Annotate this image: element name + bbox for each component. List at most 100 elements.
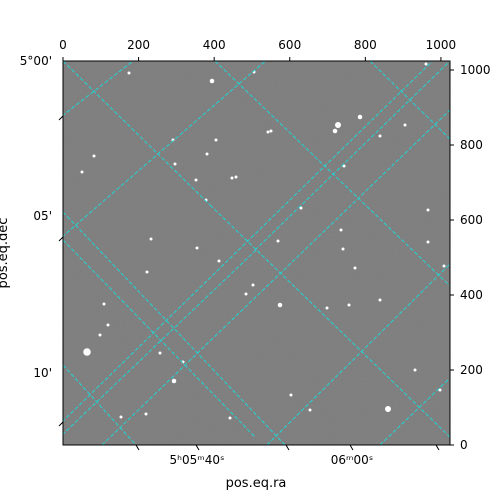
- star: [102, 302, 106, 306]
- star: [339, 228, 343, 232]
- star: [442, 264, 446, 268]
- star: [119, 415, 123, 419]
- ra-tick: [285, 444, 290, 451]
- star: [347, 303, 351, 307]
- star: [325, 306, 329, 310]
- star: [106, 323, 110, 327]
- star: [378, 298, 382, 302]
- star: [214, 138, 218, 142]
- ra-grid-line: [379, 377, 450, 445]
- pixel-x-axis-top: 0 200 400 600 800 1000: [59, 38, 456, 61]
- star: [403, 123, 407, 127]
- dec-tick: [58, 236, 64, 242]
- ra-tick: [135, 444, 140, 451]
- star: [149, 237, 153, 241]
- dec-grid-line: [63, 239, 256, 438]
- star: [217, 259, 221, 263]
- ra-axis-bottom: 5ʰ05ᵐ40ˢ 06ᵐ00ˢ pos.eq.ra: [135, 444, 440, 491]
- ra-grid-line: [254, 61, 450, 251]
- wcs-grid: [63, 61, 450, 445]
- ra-grid-line: [63, 61, 267, 237]
- star: [426, 208, 430, 212]
- star: [299, 206, 303, 210]
- star: [228, 416, 232, 420]
- star: [230, 176, 234, 180]
- star: [83, 348, 91, 356]
- dec-tick: [58, 115, 64, 121]
- star: [205, 152, 209, 156]
- star: [426, 240, 430, 244]
- star: [341, 247, 345, 251]
- ra-tick: [349, 444, 354, 451]
- star: [308, 408, 312, 412]
- dec-tick: [58, 421, 64, 427]
- star: [209, 78, 215, 84]
- star: [127, 71, 131, 75]
- star: [276, 239, 280, 243]
- star: [378, 134, 382, 138]
- star: [251, 283, 255, 287]
- star: [385, 406, 391, 412]
- y-tick-label: 600: [460, 213, 483, 227]
- dec-tick-label: 5°00': [20, 54, 52, 68]
- star: [335, 122, 341, 128]
- star: [413, 368, 417, 372]
- y-axis-label: pos.eq.dec: [0, 218, 11, 289]
- star: [194, 178, 198, 182]
- y-tick-label: 1000: [460, 63, 491, 77]
- star: [98, 333, 102, 337]
- x-tick-label: 800: [354, 38, 377, 52]
- star: [266, 130, 270, 134]
- dec-grid-line: [63, 364, 137, 445]
- x-axis-label: pos.eq.ra: [226, 476, 287, 491]
- star: [145, 270, 149, 274]
- plot-border: [62, 60, 451, 446]
- star: [289, 393, 293, 397]
- star: [424, 62, 428, 66]
- image-noise: [63, 61, 450, 445]
- dec-grid-line: [369, 61, 450, 140]
- star: [171, 378, 177, 384]
- y-tick-label: 200: [460, 363, 483, 377]
- ra-tick: [195, 444, 200, 451]
- dec-tick-label: 05': [33, 209, 52, 223]
- x-tick-label: 1000: [426, 38, 457, 52]
- dec-tick-label: 10': [33, 366, 52, 380]
- star: [173, 162, 177, 166]
- ra-tick: [435, 444, 440, 451]
- star: [234, 175, 238, 179]
- x-tick-label: 400: [203, 38, 226, 52]
- dec-grid-line: [214, 61, 450, 287]
- ra-grid-line: [63, 61, 134, 116]
- star: [277, 302, 283, 308]
- ra-tick-label: 5ʰ05ᵐ40ˢ: [170, 453, 225, 467]
- star: [80, 170, 84, 174]
- y-tick-label: 400: [460, 288, 483, 302]
- dec-grid-line: [63, 61, 211, 206]
- star: [332, 128, 338, 134]
- star: [353, 266, 357, 270]
- stars-layer: [80, 62, 446, 420]
- ra-tick-label: 06ᵐ00ˢ: [331, 453, 374, 467]
- dec-grid-line: [209, 204, 450, 438]
- star: [158, 351, 162, 355]
- ra-grid-line: [101, 109, 450, 445]
- x-tick-label: 200: [127, 38, 150, 52]
- star: [92, 154, 96, 158]
- image-frame: [62, 60, 451, 446]
- x-tick-label: 600: [278, 38, 301, 52]
- star: [342, 164, 346, 168]
- ra-grid-line: [266, 263, 450, 445]
- star: [438, 388, 442, 392]
- star: [269, 129, 273, 133]
- dec-axis-left: 5°00' 05' 10' pos.eq.dec: [0, 54, 64, 427]
- ra-grid-line: [63, 61, 434, 422]
- pixel-y-axis-right: 0 200 400 600 800 1000: [450, 63, 491, 452]
- x-tick-label: 0: [59, 38, 67, 52]
- star: [357, 114, 363, 120]
- y-tick-label: 0: [460, 438, 468, 452]
- ra-grid-line: [63, 249, 257, 435]
- star: [195, 246, 199, 250]
- star: [144, 412, 148, 416]
